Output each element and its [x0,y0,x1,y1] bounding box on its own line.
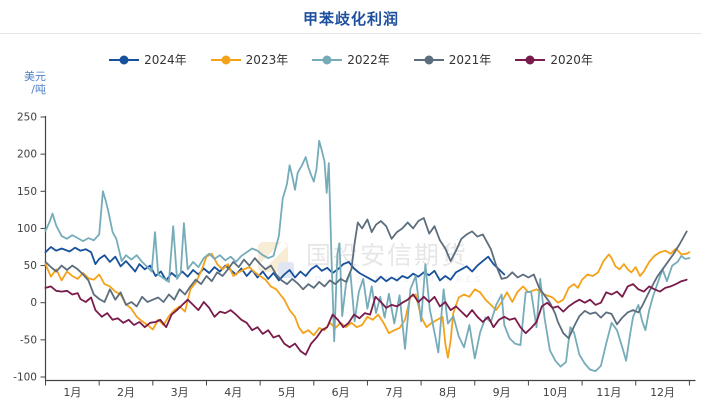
x-tick-label: 4月 [224,386,242,399]
legend-item-2022年[interactable]: 2022年 [312,51,390,68]
x-tick-label: 6月 [332,386,350,399]
legend-marker-icon [515,55,546,64]
legend-item-2023年[interactable]: 2023年 [210,51,289,68]
legend-marker-icon [210,55,241,64]
x-tick-label: 8月 [439,386,457,399]
y-tick-label: 0 [30,297,37,309]
legend-item-2020年[interactable]: 2020年 [515,51,593,68]
legend-marker-icon [413,55,444,64]
x-tick-label: 11月 [596,386,621,399]
y-tick-label: 250 [17,112,37,124]
y-tick-label: -50 [20,334,37,346]
x-tick-label: 5月 [278,386,296,399]
legend-label: 2020年 [550,53,593,67]
series-line-2021年 [44,217,688,340]
page-title: 甲苯歧化利润 [302,10,399,28]
x-tick-label: 1月 [63,386,81,399]
legend: 2024年 2023年 2022年 2021年 2020年 [0,51,702,68]
legend-item-2021年[interactable]: 2021年 [413,51,492,68]
x-tick-label: 10月 [543,386,568,399]
legend-marker-icon [312,55,343,64]
y-axis-unit-label: 美元 /吨 [0,70,46,96]
y-axis-unit-line2: /吨 [31,83,46,96]
x-tick-label: 7月 [385,386,403,399]
title-divider [0,33,702,34]
series-line-2023年 [44,247,691,359]
legend-item-2024年[interactable]: 2024年 [109,51,187,68]
legend-label: 2023年 [245,53,289,67]
x-tick-label: 9月 [493,386,511,399]
legend-marker-icon [109,55,140,64]
legend-label: 2021年 [448,53,492,67]
y-tick-label: -100 [13,372,37,384]
x-tick-label: 12月 [650,386,675,399]
y-axis-unit-line1: 美元 [24,70,46,83]
series-line-2022年 [44,139,691,373]
y-tick-label: 50 [24,260,37,272]
y-tick-label: 200 [17,149,37,161]
series-line-2024年 [44,246,506,283]
x-tick-label: 2月 [117,386,135,399]
series-line-2020年 [44,278,688,356]
y-tick-label: 150 [17,186,37,198]
y-tick-label: 100 [17,223,37,235]
x-tick-label: 3月 [171,386,189,399]
legend-label: 2022年 [347,53,390,67]
legend-label: 2024年 [144,53,187,67]
